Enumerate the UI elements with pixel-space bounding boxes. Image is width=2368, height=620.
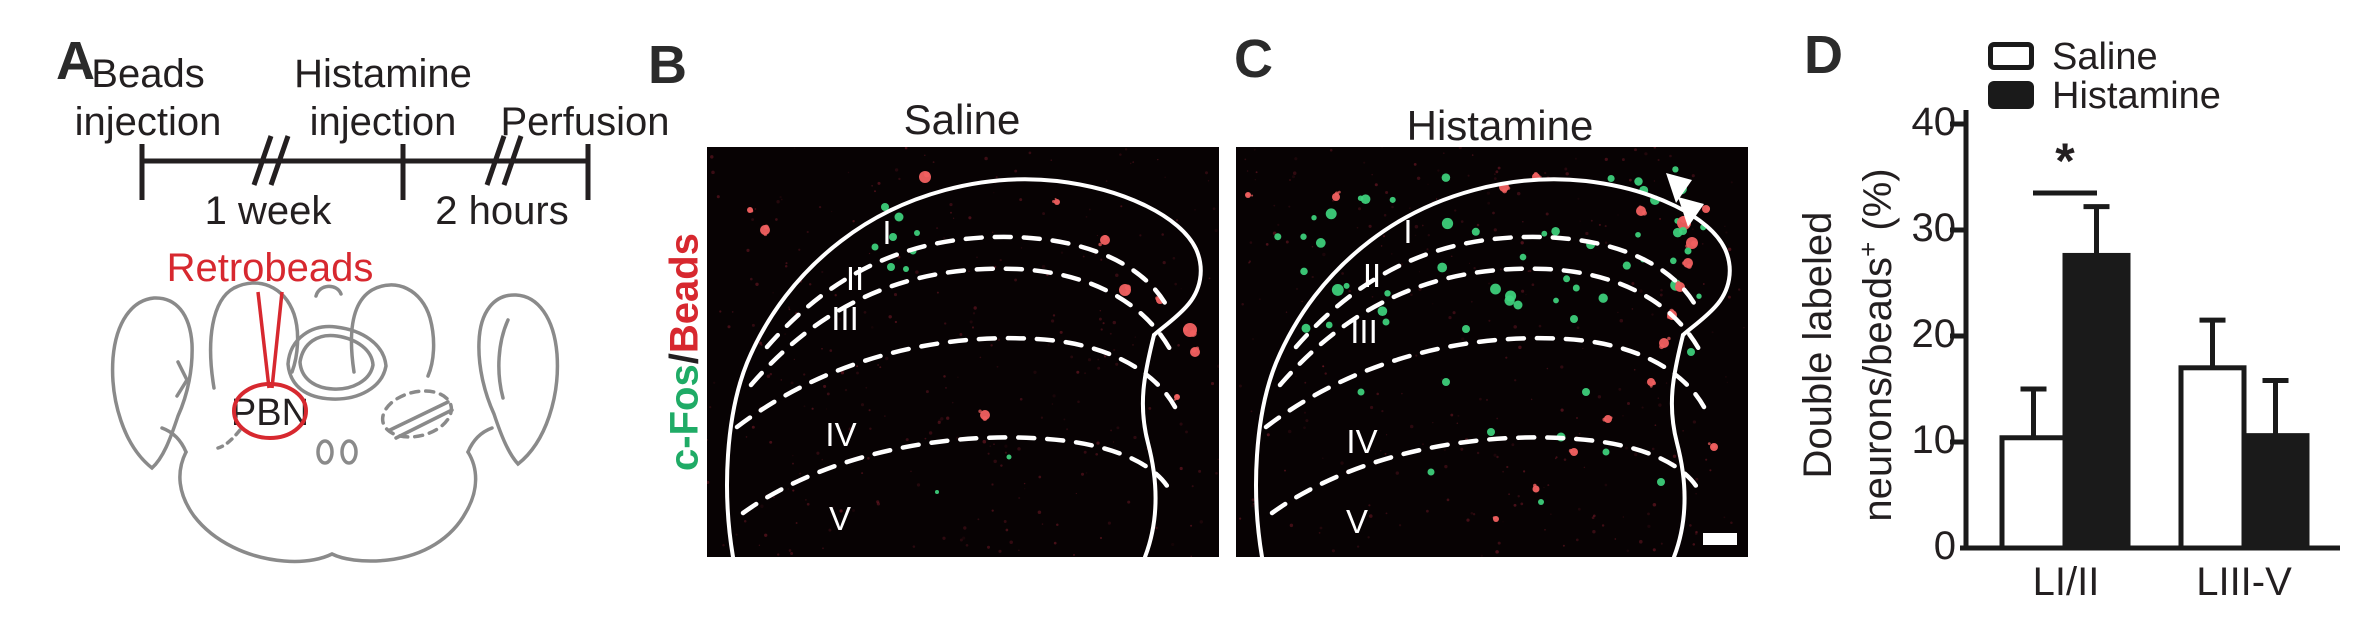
timeline-event-perfusion: Perfusion [500,100,670,144]
panel-a-letter: A [56,31,95,91]
dorsal-horn-outline [1254,177,1732,559]
beads-label-line1: Beads [91,52,205,96]
timeline [139,135,591,200]
beads-stain-label: Beads [662,233,707,354]
timeline-interval-1week: 1 week [204,189,332,233]
legend-label-histamine: Histamine [2052,75,2221,117]
timeline-break-icon [484,135,507,186]
layer-boundaries [1263,234,1707,516]
legend-swatch-histamine [1988,81,2034,109]
chart-bars [1999,204,2310,551]
y-tick-40: 40 [1911,100,1957,144]
retrobeads-pointer [232,291,308,440]
layer-label-4: IV [825,416,856,453]
timeline-break-icon [268,135,291,186]
panel-d-letter: D [1804,25,1843,85]
legend-label-saline: Saline [2052,36,2158,78]
histamine-cells [1238,145,1745,557]
layer-label-5: V [1346,503,1368,540]
dorsal-horn-outline [725,177,1203,559]
beads-label-line2: injection [74,100,222,144]
panel-c-title: Histamine [1406,102,1594,149]
timeline-event-beads: Beads injection [38,50,258,146]
panel-c-letter: C [1234,29,1273,89]
significance-asterisk: * [2055,133,2075,189]
histamine-micrograph: I II III IV V [1236,145,1748,559]
layer-labels: I II III IV V [1346,213,1413,540]
histamine-label-line2: injection [309,100,457,144]
y-tick-10: 10 [1911,418,1957,462]
x-category-liii-v: LIII-V [2196,560,2292,604]
saline-micrograph: I II III IV V [705,146,1221,559]
timeline-break-icon [501,135,524,186]
pbn-label: PBN [230,392,310,434]
layer-boundaries [734,234,1178,516]
bar-chart [1950,110,2340,551]
y-tick-0: 0 [1933,524,1956,568]
y-tick-20: 20 [1911,312,1957,356]
panel-b-title: Saline [903,96,1021,143]
arrowhead-icon [1666,173,1704,227]
layer-label-4: IV [1346,423,1377,460]
x-category-li-ii: LI/II [2032,560,2100,604]
layer-label-3: III [831,300,859,337]
panel-b-letter: B [648,35,687,95]
stain-label: c-Fos/Beads [660,147,710,557]
timeline-interval-2hours: 2 hours [435,189,569,233]
histamine-label-line1: Histamine [294,52,472,96]
layer-label-2: II [846,260,864,297]
layer-labels: I II III IV V [825,214,891,537]
pbn-circle [232,382,308,440]
retrobeads-label: Retrobeads [166,246,374,290]
layer-label-3: III [1350,313,1378,350]
scale-bar [1703,533,1737,545]
timeline-event-histamine: Histamine injection [273,50,493,146]
layer-label-5: V [829,500,851,537]
y-tick-30: 30 [1911,206,1957,250]
layer-label-1: I [1403,213,1412,250]
stain-separator: / [662,353,707,365]
timeline-break-icon [251,135,274,186]
brain-diagram [110,281,560,564]
legend-swatch-saline [1988,42,2034,70]
cfos-stain-label: c-Fos [662,364,707,471]
panel-a-diagram [110,135,591,564]
layer-label-1: I [882,214,891,251]
layer-label-2: II [1363,257,1381,294]
